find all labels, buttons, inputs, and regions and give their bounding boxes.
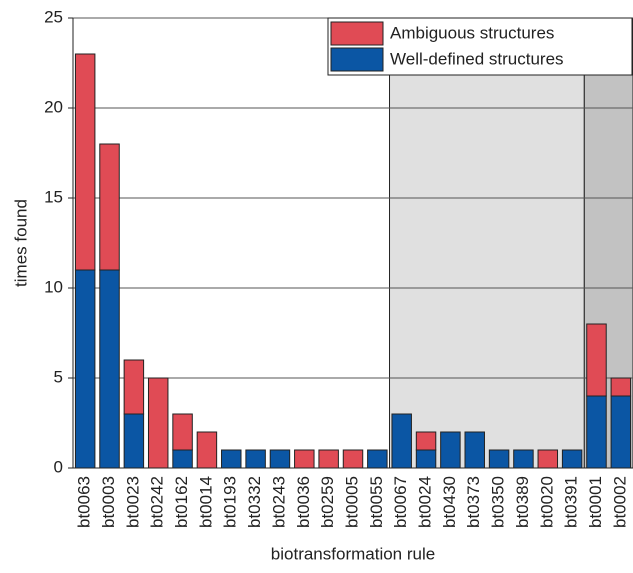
y-axis-label: times found bbox=[11, 199, 30, 287]
bar-segment bbox=[99, 143, 120, 271]
bar-segment bbox=[464, 431, 485, 469]
bar-segment bbox=[123, 413, 145, 469]
bar-segment bbox=[147, 377, 169, 469]
x-tick-label: bt0350 bbox=[489, 476, 508, 528]
x-tick-label: bt0242 bbox=[148, 476, 167, 528]
y-tick-label: 20 bbox=[44, 97, 63, 116]
legend-label: Well-defined structures bbox=[390, 49, 564, 68]
bar-segment bbox=[74, 269, 96, 469]
y-tick-label: 15 bbox=[44, 187, 63, 206]
bar-segment bbox=[488, 449, 510, 469]
bar-segment bbox=[342, 449, 364, 469]
bar-segment bbox=[269, 449, 291, 469]
bar-segment bbox=[172, 413, 193, 451]
x-tick-label: bt0389 bbox=[513, 476, 532, 528]
bar-segment bbox=[172, 449, 193, 469]
y-tick-label: 0 bbox=[54, 457, 63, 476]
shaded-region bbox=[389, 17, 585, 469]
x-tick-label: bt0023 bbox=[123, 476, 142, 528]
bar-segment bbox=[74, 53, 96, 271]
x-tick-label: bt0243 bbox=[269, 476, 288, 528]
bar-segment bbox=[586, 395, 607, 469]
bar-segment bbox=[586, 323, 607, 397]
legend-label: Ambiguous structures bbox=[390, 23, 554, 42]
x-tick-label: bt0391 bbox=[562, 476, 581, 528]
x-tick-label: bt0014 bbox=[196, 476, 215, 528]
x-tick-label: bt0005 bbox=[342, 476, 361, 528]
x-tick-label: bt0055 bbox=[367, 476, 386, 528]
y-tick-label: 25 bbox=[44, 7, 63, 26]
x-tick-label: bt0430 bbox=[440, 476, 459, 528]
bar-segment bbox=[99, 269, 120, 469]
bar-segment bbox=[245, 449, 266, 469]
x-tick-label: bt0162 bbox=[172, 476, 191, 528]
bar-segment bbox=[221, 449, 242, 469]
bar-segment bbox=[196, 431, 218, 469]
bar-segment bbox=[367, 449, 388, 469]
legend-swatch bbox=[330, 47, 384, 72]
y-tick-label: 10 bbox=[44, 277, 63, 296]
x-tick-label: bt0332 bbox=[245, 476, 264, 528]
bar-segment bbox=[391, 413, 412, 469]
x-axis-label: biotransformation rule bbox=[271, 544, 435, 563]
x-tick-label: bt0020 bbox=[537, 476, 556, 528]
x-tick-label: bt0259 bbox=[318, 476, 337, 528]
y-tick-label: 5 bbox=[54, 367, 63, 386]
bar-segment bbox=[537, 449, 559, 469]
x-tick-label: bt0067 bbox=[391, 476, 410, 528]
bar-segment bbox=[440, 431, 461, 469]
x-tick-label: bt0193 bbox=[221, 476, 240, 528]
bar-segment bbox=[513, 449, 534, 469]
legend-swatch bbox=[330, 21, 384, 46]
x-tick-label: bt0002 bbox=[610, 476, 629, 528]
x-tick-label: bt0063 bbox=[75, 476, 94, 528]
bar-segment bbox=[561, 449, 583, 469]
bar-segment bbox=[610, 395, 632, 469]
x-tick-label: bt0036 bbox=[294, 476, 313, 528]
bar-segment bbox=[294, 449, 315, 469]
x-tick-label: bt0373 bbox=[464, 476, 483, 528]
bar-segment bbox=[415, 449, 437, 469]
bar-segment bbox=[415, 431, 437, 451]
x-tick-label: bt0024 bbox=[416, 476, 435, 528]
bar-segment bbox=[318, 449, 339, 469]
x-tick-label: bt0001 bbox=[586, 476, 605, 528]
bar-segment bbox=[123, 359, 145, 415]
x-tick-label: bt0003 bbox=[99, 476, 118, 528]
bar-segment bbox=[610, 377, 632, 397]
